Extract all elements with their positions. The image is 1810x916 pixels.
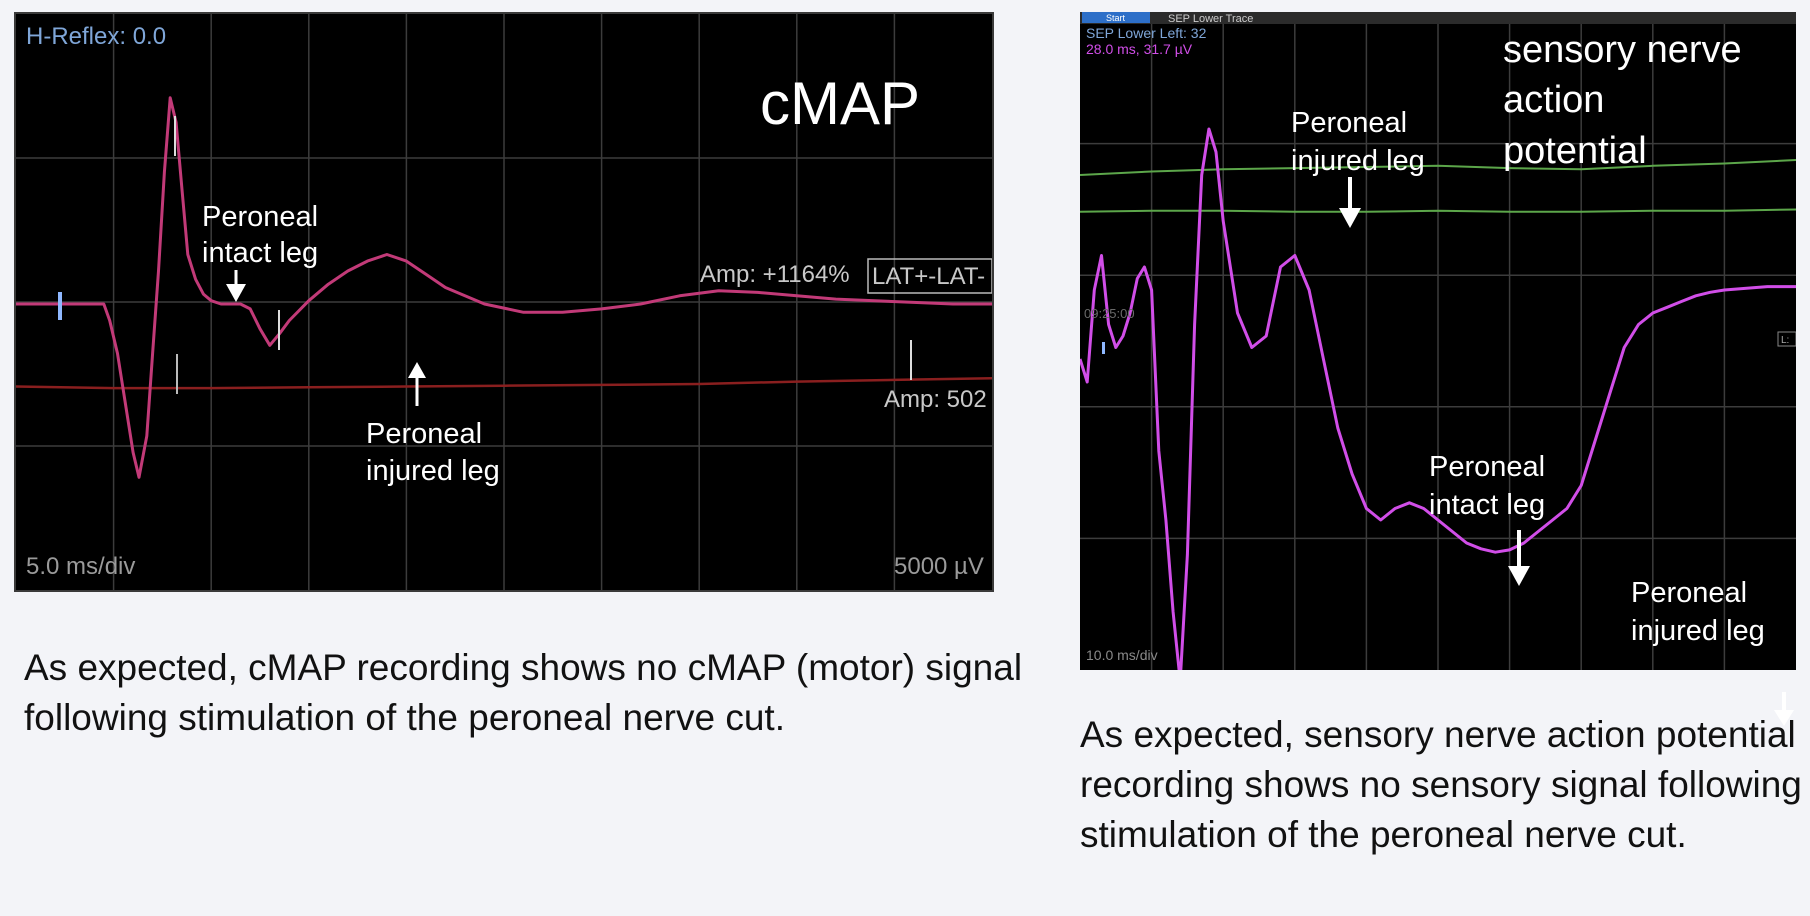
snap-arrow-injured-top-icon	[1339, 177, 1361, 228]
cmap-cursor-4	[910, 340, 912, 380]
snap-caption: As expected, sensory nerve action potent…	[1080, 714, 1802, 855]
cmap-annotation-intact-line1: Peroneal	[202, 201, 318, 233]
snap-annotation-intact-line1: Peroneal	[1429, 451, 1545, 483]
cmap-annotation-intact-line2: intact leg	[202, 237, 318, 269]
snap-trace-flat-top	[1080, 159, 1796, 176]
snap-timebase: 10.0 ms/div	[1086, 647, 1158, 663]
cmap-panel: H-Reflex: 0.0 cMAP Amp: +1164% LAT+-LAT-…	[14, 12, 994, 592]
cmap-header-readout: H-Reflex: 0.0	[26, 23, 166, 50]
snap-annotation-injured-bottom-line1: Peroneal	[1631, 577, 1747, 609]
snap-trace-sensory	[1080, 127, 1796, 670]
cmap-cursor-2	[278, 310, 280, 350]
cmap-cursor-3	[176, 354, 178, 394]
cmap-trace-injured	[16, 377, 992, 390]
snap-title-line2: action	[1503, 79, 1604, 121]
cmap-annotation-injured-line1: Peroneal	[366, 418, 482, 450]
cmap-lat-box: LAT+-LAT-	[872, 263, 985, 290]
snap-tab-start-label: Start	[1106, 13, 1126, 23]
snap-grid	[1080, 12, 1796, 670]
snap-plot: Start SEP Lower Trace SEP Lower Left: 32…	[1080, 12, 1796, 670]
down-arrow-icon	[1774, 692, 1794, 726]
snap-tab-trace-label[interactable]: SEP Lower Trace	[1168, 13, 1253, 25]
snap-tab-bar	[1080, 12, 1796, 24]
snap-title-line3: potential	[1503, 130, 1647, 172]
cmap-arrow-intact-icon	[226, 270, 246, 302]
cmap-lat-box-frame	[867, 258, 992, 294]
snap-annotation-injured-top-line2: injured leg	[1291, 145, 1425, 177]
cmap-traces	[16, 96, 992, 479]
cmap-amp-readout-2: Amp: 502	[884, 386, 987, 413]
cmap-annotation-injured-line2: injured leg	[366, 455, 500, 487]
snap-panel: Start SEP Lower Trace SEP Lower Left: 32…	[1080, 12, 1796, 670]
snap-header-readout: SEP Lower Left: 32	[1086, 25, 1207, 41]
snap-cursor-blue	[1102, 342, 1105, 354]
snap-title-line1: sensory nerve	[1503, 29, 1742, 71]
snap-annotation-injured-bottom-line2: injured leg	[1631, 615, 1765, 647]
snap-side-marker-frame	[1777, 331, 1796, 347]
cmap-cursor-blue	[58, 292, 62, 320]
snap-annotation-injured-top-line1: Peroneal	[1291, 107, 1407, 139]
snap-side-marker: L:	[1781, 335, 1789, 346]
cmap-amp-readout: Amp: +1164%	[700, 261, 850, 288]
cmap-plot: H-Reflex: 0.0 cMAP Amp: +1164% LAT+-LAT-…	[16, 14, 992, 590]
cmap-title: cMAP	[760, 70, 920, 137]
snap-arrow-intact-icon	[1508, 530, 1530, 586]
cmap-trace-intact	[16, 96, 992, 479]
snap-tab-start[interactable]	[1082, 12, 1150, 23]
cmap-cursor-1	[174, 116, 176, 156]
cmap-caption: As expected, cMAP recording shows no cMA…	[24, 647, 1023, 738]
snap-annotation-intact-line2: intact leg	[1429, 489, 1545, 521]
cmap-timebase: 5.0 ms/div	[26, 553, 135, 580]
snap-trace-flat-bottom	[1080, 208, 1796, 213]
snap-traces	[1080, 127, 1796, 670]
snap-time-stamp: 09:25:00	[1084, 306, 1135, 321]
cmap-arrow-injured-icon	[408, 362, 426, 406]
snap-cursor-readout: 28.0 ms, 31.7 µV	[1086, 41, 1193, 57]
cmap-sensitivity: 5000 µV	[894, 553, 984, 580]
